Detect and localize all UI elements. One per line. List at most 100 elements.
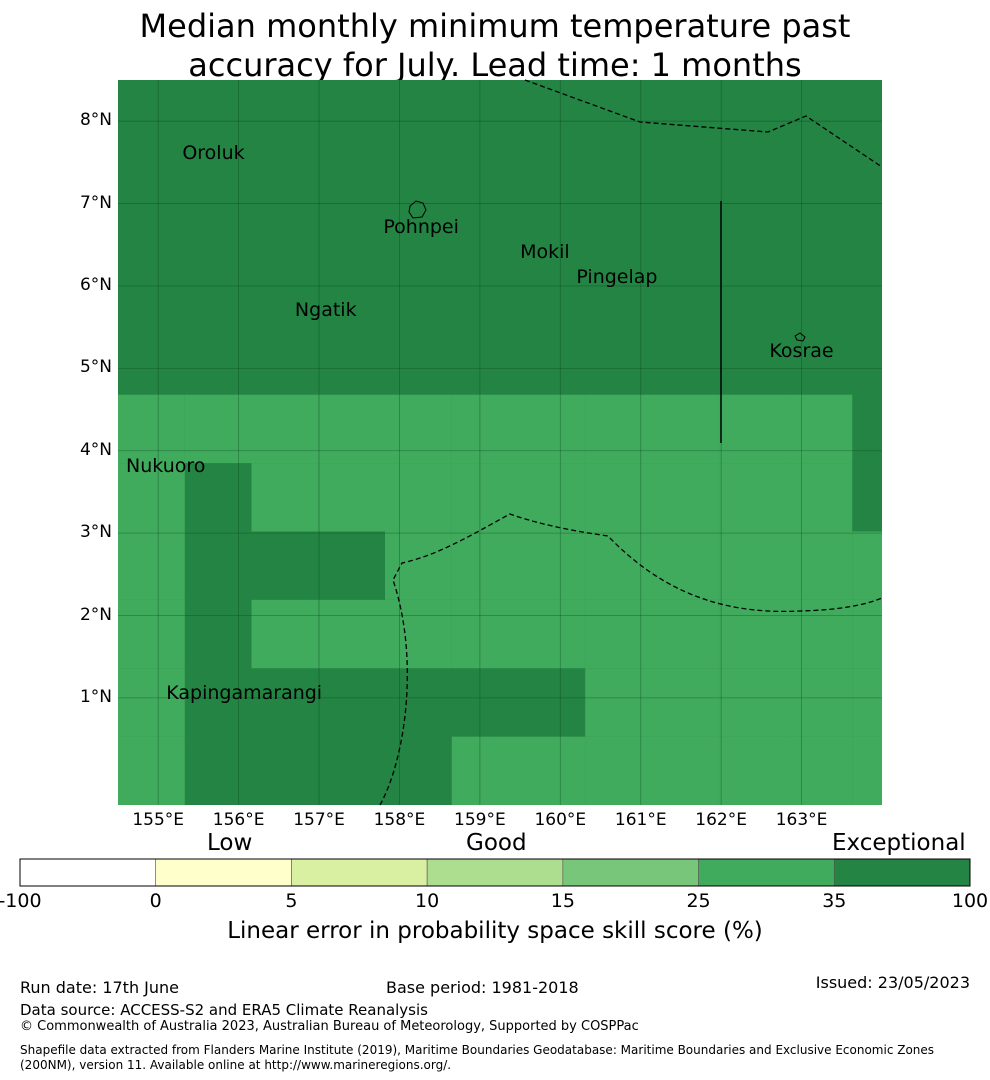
latitude-label: 7°N — [79, 192, 112, 213]
place-label: Kosrae — [769, 339, 834, 362]
colorbar-swatch — [426, 858, 564, 887]
skill-cell — [852, 736, 882, 805]
skill-cell — [451, 531, 519, 600]
skill-cell — [384, 463, 452, 532]
map-title-line-2: accuracy for July. Lead time: 1 months — [188, 46, 802, 84]
colorbar-tick-label: 15 — [550, 890, 575, 912]
skill-cell — [585, 394, 652, 464]
skill-cell — [118, 463, 185, 532]
longitude-label: 160°E — [534, 810, 587, 830]
latitude-label: 8°N — [79, 110, 112, 131]
skill-cell — [718, 668, 786, 737]
place-label: Kapingamarangi — [166, 681, 323, 704]
skill-cell — [651, 736, 719, 805]
colorbar-tick-label: -100 — [0, 890, 42, 912]
data-source: Data source: ACCESS-S2 and ERA5 Climate … — [20, 1001, 428, 1019]
skill-cell — [718, 463, 786, 532]
skill-cell — [118, 736, 185, 805]
skill-cell — [184, 394, 252, 464]
eez-boundary-south — [379, 513, 883, 806]
skill-cell — [251, 599, 319, 669]
colorbar-swatch — [698, 858, 835, 887]
pohnpei-island-icon — [408, 200, 427, 219]
skill-cell — [651, 463, 719, 532]
skill-cell — [651, 599, 719, 669]
skill-cell — [118, 668, 185, 737]
longitude-label: 158°E — [373, 810, 426, 830]
colorbar-swatch — [19, 858, 157, 887]
skill-cell — [585, 668, 652, 737]
skill-cell — [384, 531, 452, 600]
skill-cell — [451, 463, 519, 532]
skill-cell — [651, 531, 719, 600]
skill-cell — [785, 599, 853, 669]
shapefile-credit-line-2: (200NM), version 11. Available online at… — [20, 1058, 452, 1072]
latitude-label: 4°N — [79, 439, 112, 460]
skill-cell — [852, 599, 882, 669]
colorbar-swatch — [155, 858, 292, 887]
skill-cell — [785, 668, 853, 737]
colorbar-tick-label: 35 — [822, 890, 847, 912]
place-label: Mokil — [520, 241, 570, 263]
kosrae-island-icon — [794, 332, 806, 342]
place-label: Pohnpei — [383, 216, 459, 239]
skill-cell — [384, 599, 452, 669]
place-label: Oroluk — [182, 142, 245, 165]
skill-cell — [585, 736, 652, 805]
base-period: Base period: 1981-2018 — [386, 978, 579, 997]
skill-cell — [318, 599, 385, 669]
colorbar-tick-label: 25 — [686, 890, 711, 912]
skill-cell — [518, 463, 586, 532]
skill-cell — [251, 394, 319, 464]
latitude-label: 5°N — [79, 357, 112, 378]
place-label: Nukuoro — [126, 455, 206, 478]
longitude-label: 157°E — [293, 810, 345, 830]
category-low: Low — [207, 830, 253, 856]
skill-grid-cells — [118, 80, 882, 805]
skill-cell — [118, 531, 185, 600]
skill-cell — [718, 736, 786, 805]
colorbar-tick-label: 100 — [951, 890, 989, 912]
skill-cell — [852, 668, 882, 737]
colorbar-tick-label: 0 — [149, 890, 162, 912]
colorbar-label: Linear error in probability space skill … — [227, 918, 763, 944]
skill-cell — [852, 531, 882, 600]
colorbar-swatches — [19, 858, 971, 887]
skill-cell — [518, 736, 586, 805]
skill-cell — [451, 736, 519, 805]
skill-cell — [518, 394, 586, 464]
eez-boundary-north — [524, 79, 883, 168]
skill-cell — [518, 531, 586, 600]
eez-boundaries — [379, 79, 883, 806]
skill-cell — [785, 394, 853, 464]
colorbar-swatch — [291, 858, 428, 887]
longitude-label: 162°E — [695, 810, 747, 830]
skill-cell — [251, 463, 319, 532]
skill-cell — [118, 394, 185, 464]
skill-cell — [651, 394, 719, 464]
map-gridlines — [118, 80, 882, 805]
skill-cell — [451, 394, 519, 464]
island-outlines — [408, 200, 806, 342]
colorbar-swatch — [562, 858, 699, 887]
latitude-label: 1°N — [79, 686, 112, 707]
place-label: Ngatik — [294, 298, 357, 321]
colorbar-swatch — [833, 858, 971, 887]
skill-cell — [718, 531, 786, 600]
skill-cell — [651, 668, 719, 737]
skill-cell — [118, 599, 185, 669]
longitude-label: 155°E — [132, 810, 185, 830]
shapefile-credit-line-1: Shapefile data extracted from Flanders M… — [20, 1043, 935, 1057]
skill-cell — [585, 463, 652, 532]
longitude-label: 156°E — [212, 810, 265, 830]
colorbar-tick-label: 10 — [415, 890, 440, 912]
latitude-label: 6°N — [79, 274, 112, 295]
run-date: Run date: 17th June — [20, 978, 180, 997]
skill-cell — [451, 599, 519, 669]
colorbar-tick-label: 5 — [285, 890, 298, 912]
longitude-label: 163°E — [775, 810, 828, 830]
place-label: Pingelap — [576, 265, 658, 288]
longitude-label: 159°E — [454, 810, 506, 830]
colorbar-frame — [19, 858, 971, 887]
